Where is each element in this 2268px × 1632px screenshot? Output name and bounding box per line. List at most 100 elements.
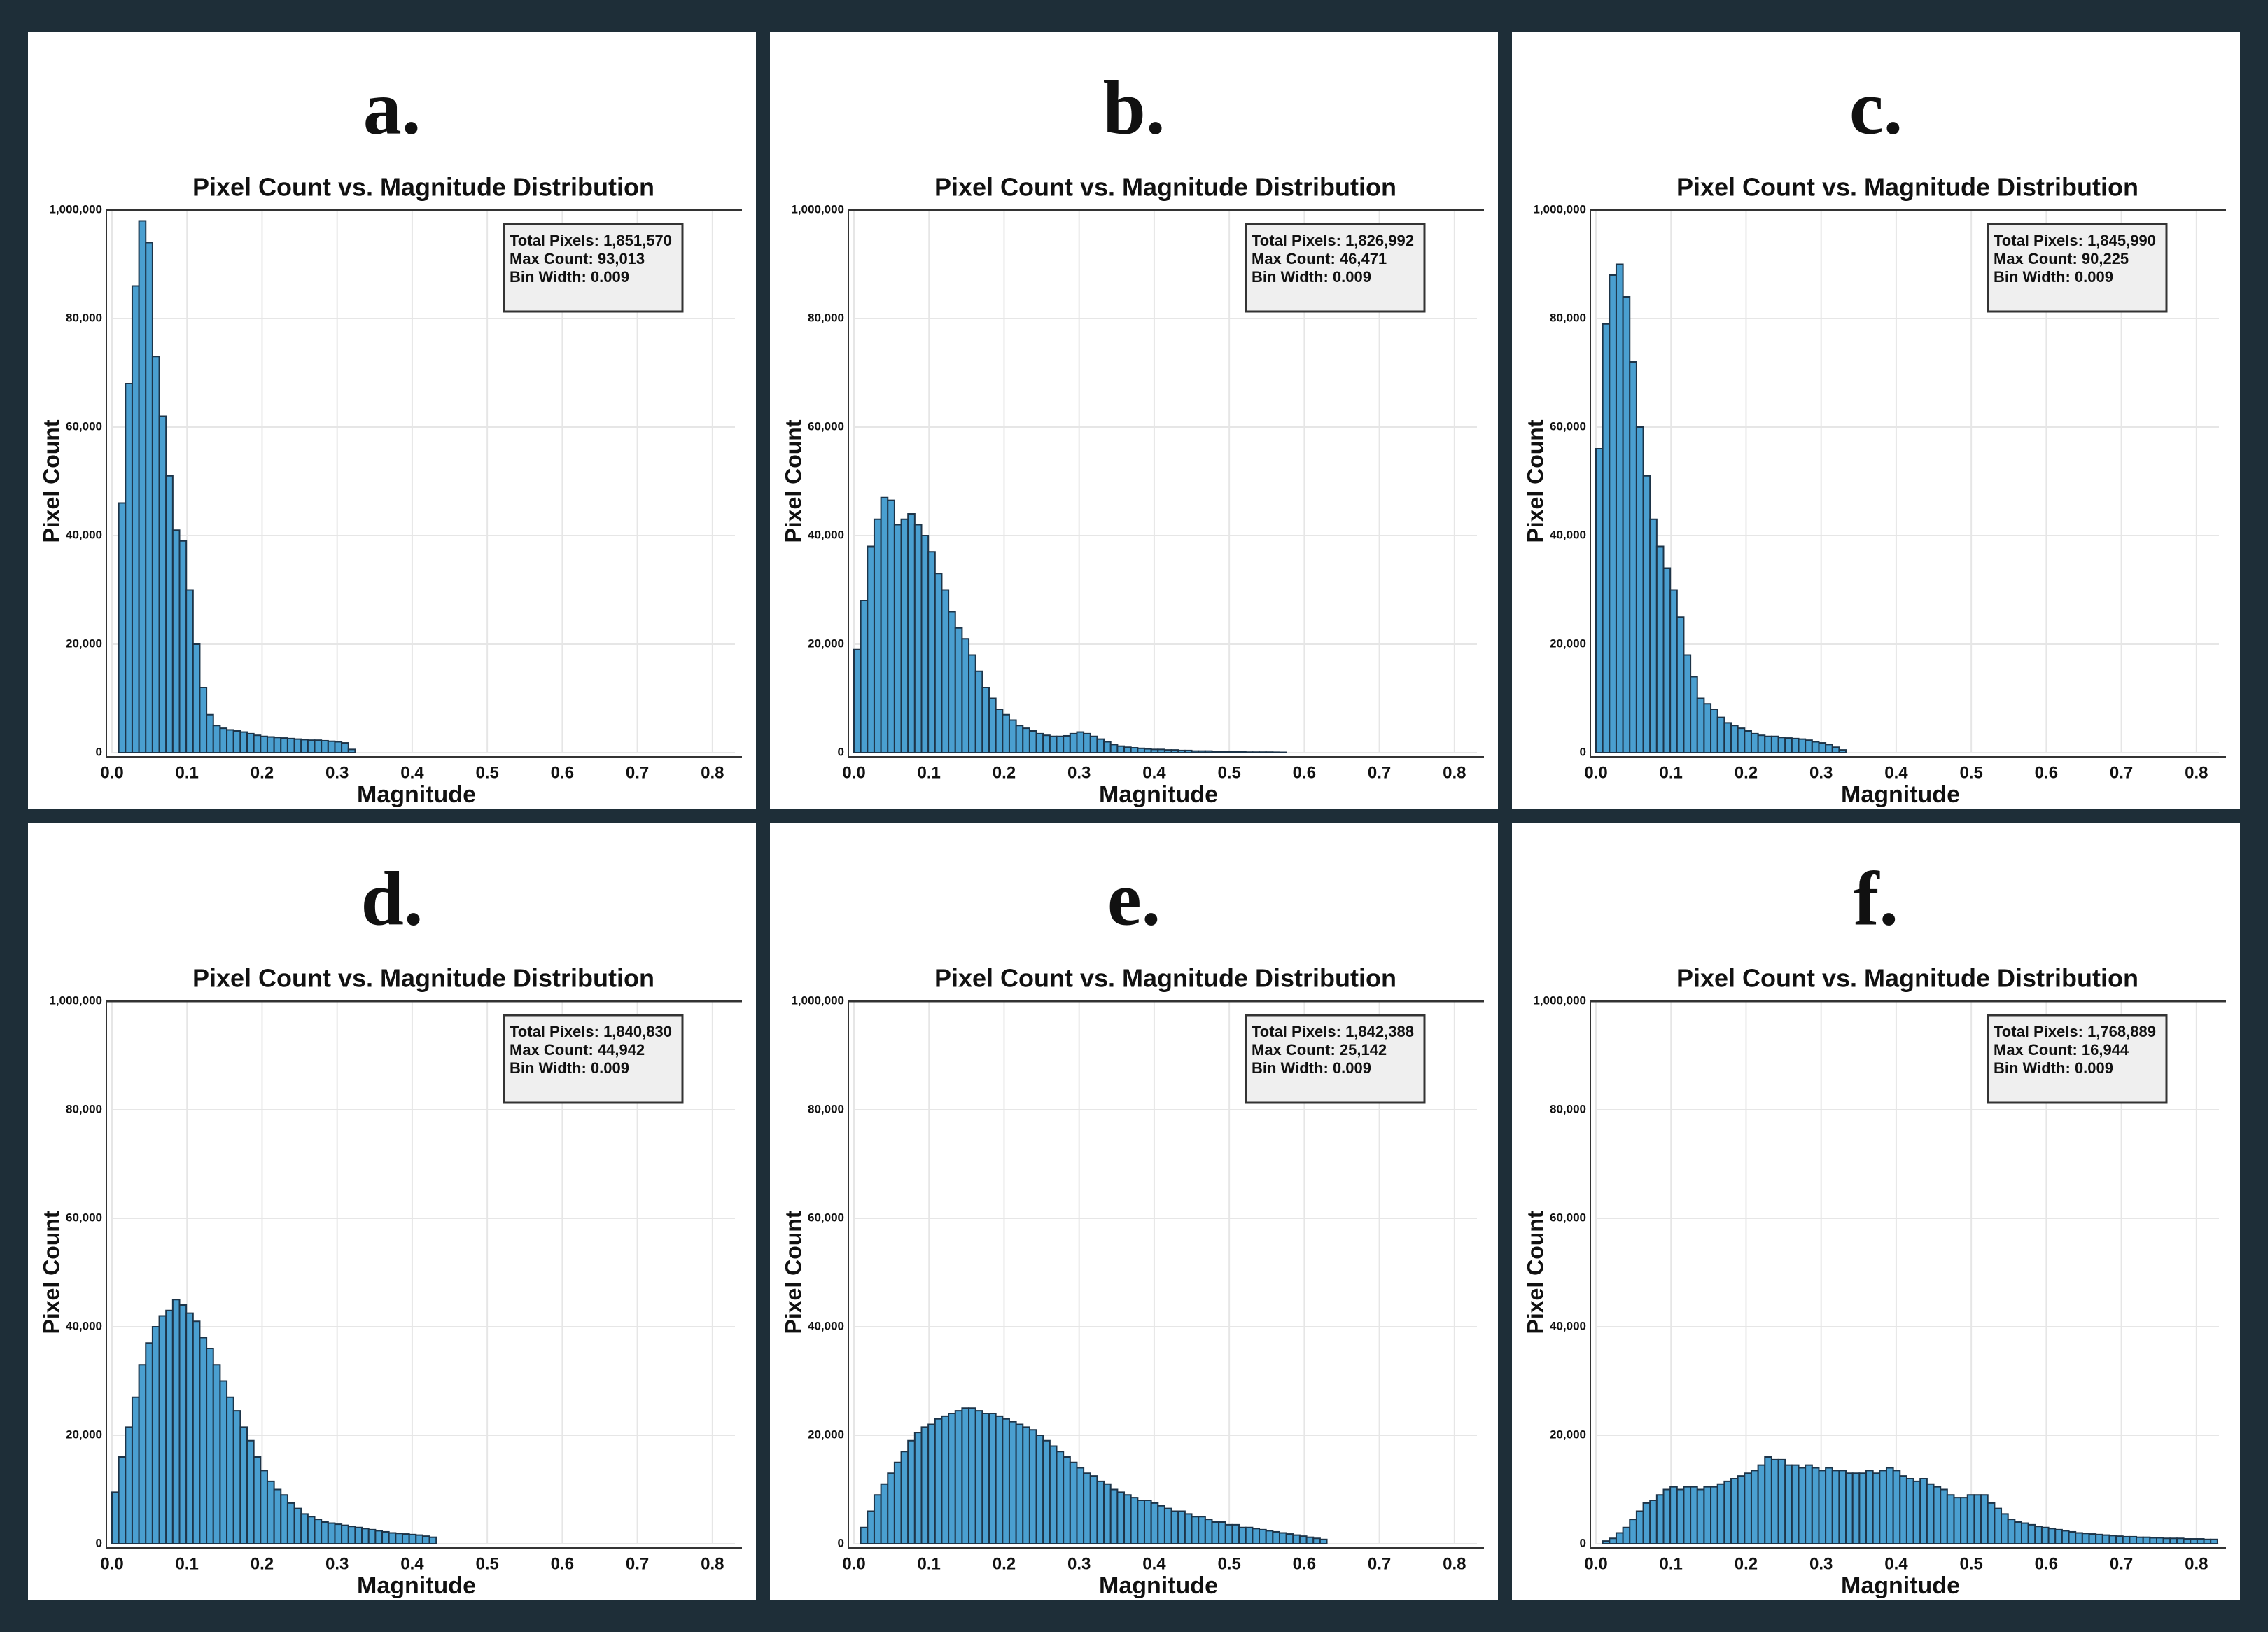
histogram-bar <box>981 1413 990 1544</box>
y-tick-label: 40,000 <box>808 528 844 541</box>
histogram-bar <box>1042 734 1051 754</box>
histogram-bar <box>158 415 167 753</box>
stats-text: Bin Width: 0.009 <box>1994 268 2113 286</box>
histogram-bar <box>1885 1467 1894 1544</box>
histogram-bar <box>1696 697 1705 753</box>
y-tick-label: 0 <box>96 1536 102 1549</box>
histogram-bar <box>1245 1526 1254 1544</box>
histogram-bar <box>1656 545 1665 753</box>
stats-text: Total Pixels: 1,768,889 <box>1994 1023 2156 1040</box>
histogram-bar <box>1919 1478 1928 1544</box>
x-tick-label: 0.7 <box>2110 1554 2133 1573</box>
histogram-bar <box>1224 1523 1233 1544</box>
histogram-bar <box>1670 589 1678 753</box>
histogram-bar <box>1805 739 1813 753</box>
x-axis-label: Magnitude <box>1099 1572 1218 1599</box>
x-tick-label: 0.2 <box>251 1554 274 1573</box>
histogram-bar <box>2129 1535 2138 1544</box>
x-tick-label: 0.7 <box>2110 763 2133 782</box>
histogram-bar <box>995 709 1004 753</box>
histogram-bar <box>2162 1537 2171 1544</box>
panel-label: b. <box>1103 64 1166 150</box>
histogram-bar <box>1177 1510 1186 1544</box>
histogram-bar <box>206 1348 214 1544</box>
x-tick-label: 0.4 <box>1884 763 1908 782</box>
histogram-bar <box>1069 732 1078 753</box>
histogram-bar <box>1710 709 1718 753</box>
histogram-bar <box>131 285 140 753</box>
histogram-bar <box>907 1439 916 1544</box>
y-tick-label: 80,000 <box>808 311 844 324</box>
histogram-bar <box>1238 751 1247 754</box>
histogram-bar <box>253 1456 262 1544</box>
y-tick-label: 20,000 <box>66 636 102 650</box>
histogram-bar <box>1737 727 1746 753</box>
histogram-bar <box>1143 1500 1152 1544</box>
x-axis-label: Magnitude <box>1841 1572 1960 1599</box>
chart-title: Pixel Count vs. Magnitude Distribution <box>1676 173 2138 202</box>
y-top-label: 1,000,000 <box>1533 993 1586 1007</box>
histogram-bar <box>1265 751 1274 753</box>
panel-label: f. <box>1854 856 1898 941</box>
histogram-bar <box>1191 1516 1200 1544</box>
histogram-bar <box>1777 737 1786 753</box>
histogram-bar <box>1609 274 1617 753</box>
histogram-bar <box>1662 567 1672 753</box>
y-tick-label: 40,000 <box>66 528 102 541</box>
histogram-bar <box>341 1524 349 1545</box>
panel-label: a. <box>363 64 421 150</box>
y-tick-label: 80,000 <box>1550 1102 1586 1115</box>
panel-label: c. <box>1849 64 1903 150</box>
x-tick-label: 0.5 <box>475 763 498 782</box>
histogram-bar <box>307 1516 316 1544</box>
histogram-bar <box>893 1461 902 1544</box>
histogram-bar <box>321 1521 329 1544</box>
histogram-bar <box>125 383 133 753</box>
histogram-bar <box>186 1312 194 1544</box>
histogram-bar <box>1063 1456 1071 1544</box>
y-top-label: 1,000,000 <box>1533 202 1586 216</box>
histogram-bar <box>2169 1537 2178 1544</box>
histogram-bar <box>178 1304 188 1544</box>
y-tick-label: 80,000 <box>808 1102 844 1115</box>
histogram-bar <box>968 1407 976 1544</box>
histogram-bar <box>1089 735 1098 753</box>
histogram-bar <box>232 730 241 753</box>
x-tick-label: 0.2 <box>993 763 1016 782</box>
histogram-bar <box>2068 1530 2077 1545</box>
y-tick-label: 60,000 <box>66 419 102 433</box>
histogram-bar <box>1635 426 1644 753</box>
histogram-bar <box>1157 1505 1166 1544</box>
histogram-bar <box>1069 1461 1078 1544</box>
chart-panel: b. Pixel Count vs. Magnitude Distribution… <box>770 32 1498 809</box>
y-tick-label: 0 <box>96 745 102 758</box>
histogram-bar <box>1946 1494 1955 1544</box>
chart-panel: a. Pixel Count vs. Magnitude Distribution… <box>28 32 756 809</box>
histogram-bar <box>334 1523 343 1544</box>
stats-box <box>1245 1014 1426 1104</box>
histogram-bar <box>1595 448 1604 753</box>
histogram-bar <box>927 1423 936 1544</box>
histogram-bar <box>307 739 316 753</box>
histogram-bar <box>2007 1519 2016 1544</box>
y-top-label: 1,000,000 <box>791 993 844 1007</box>
histogram-bar <box>2014 1521 2022 1544</box>
histogram-bar <box>1670 1486 1678 1544</box>
x-axis-label: Magnitude <box>1099 781 1218 808</box>
histogram-bar <box>293 1507 302 1544</box>
histogram-bar <box>1770 735 1779 753</box>
histogram-bar <box>145 242 153 753</box>
histogram-bar <box>1723 722 1732 753</box>
histogram-bar <box>1764 1456 1772 1544</box>
histogram-bar <box>2122 1535 2131 1544</box>
histogram-bar <box>212 725 221 753</box>
x-tick-label: 0.3 <box>326 1554 349 1573</box>
x-tick-label: 0.5 <box>1959 1554 1982 1573</box>
histogram-bar <box>1292 1534 1301 1544</box>
histogram-bar <box>1049 735 1058 753</box>
histogram-bar <box>1825 1467 1833 1544</box>
histogram-bar <box>408 1533 417 1545</box>
histogram-bar <box>1980 1494 1989 1544</box>
histogram-bar <box>1008 1421 1017 1544</box>
histogram-bar <box>401 1533 410 1544</box>
